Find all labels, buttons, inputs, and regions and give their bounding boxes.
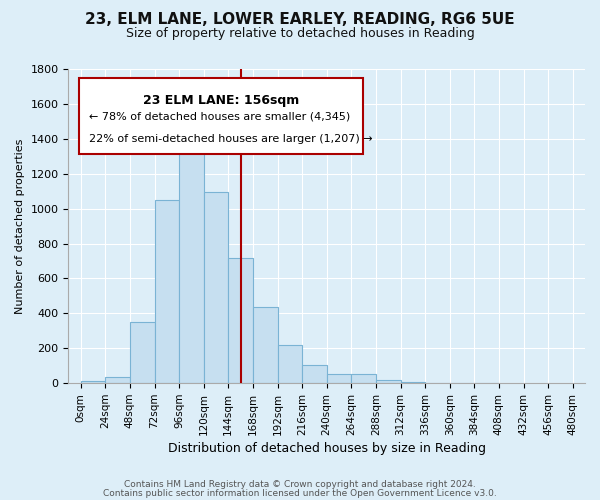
Text: ← 78% of detached houses are smaller (4,345): ← 78% of detached houses are smaller (4,… [89, 111, 350, 121]
Text: Size of property relative to detached houses in Reading: Size of property relative to detached ho… [125, 28, 475, 40]
Bar [352, 374, 376, 383]
Bar [229, 258, 253, 383]
Bar [155, 200, 179, 383]
Y-axis label: Number of detached properties: Number of detached properties [15, 138, 25, 314]
Bar [130, 322, 155, 383]
X-axis label: Distribution of detached houses by size in Reading: Distribution of detached houses by size … [168, 442, 486, 455]
Bar [81, 380, 106, 383]
FancyBboxPatch shape [79, 78, 363, 154]
Text: 23, ELM LANE, LOWER EARLEY, READING, RG6 5UE: 23, ELM LANE, LOWER EARLEY, READING, RG6… [85, 12, 515, 28]
Bar [327, 374, 352, 383]
Bar [179, 132, 204, 383]
Text: 22% of semi-detached houses are larger (1,207) →: 22% of semi-detached houses are larger (… [89, 134, 373, 144]
Bar [106, 377, 130, 383]
Text: Contains public sector information licensed under the Open Government Licence v3: Contains public sector information licen… [103, 488, 497, 498]
Text: 23 ELM LANE: 156sqm: 23 ELM LANE: 156sqm [143, 94, 299, 107]
Bar [302, 365, 327, 383]
Bar [204, 192, 229, 383]
Bar [376, 380, 401, 383]
Bar [278, 345, 302, 383]
Bar [401, 382, 425, 383]
Text: Contains HM Land Registry data © Crown copyright and database right 2024.: Contains HM Land Registry data © Crown c… [124, 480, 476, 489]
Bar [253, 308, 278, 383]
